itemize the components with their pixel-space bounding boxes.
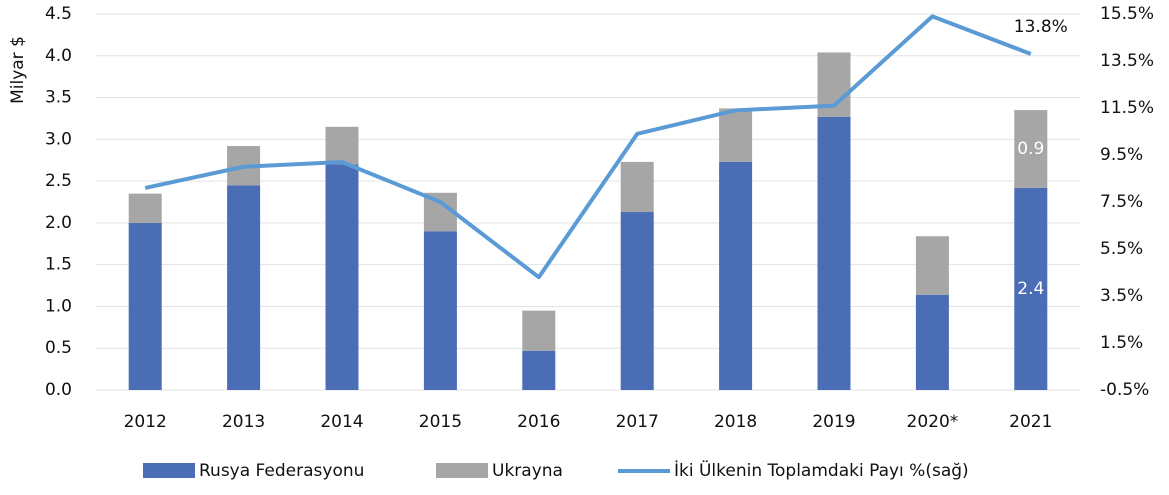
- x-tick-label: 2016: [517, 412, 560, 432]
- y-tick-label: 0.5: [45, 338, 72, 358]
- legend-swatch: [143, 463, 195, 478]
- y-axis-label: Milyar $: [8, 36, 28, 104]
- legend-label: Rusya Federasyonu: [199, 461, 364, 481]
- y-tick-label: 2.5: [45, 171, 72, 191]
- y-tick-label: 2.0: [45, 213, 72, 233]
- x-tick-label: 2019: [812, 412, 855, 432]
- y2-tick-label: 9.5%: [1100, 145, 1143, 165]
- bar-segment: [227, 185, 261, 390]
- bar-segment: [325, 164, 359, 390]
- x-tick-label: 2014: [320, 412, 363, 432]
- bar-segment: [719, 108, 753, 162]
- bar-segment: [1014, 110, 1048, 188]
- bar-segment: [719, 161, 753, 390]
- bar-segment: [128, 222, 162, 390]
- y2-tick-label: 3.5%: [1100, 286, 1143, 306]
- x-tick-label: 2017: [616, 412, 659, 432]
- y2-tick-label: 15.5%: [1100, 4, 1154, 24]
- bar-segment: [522, 310, 556, 351]
- bar-segment: [620, 212, 654, 390]
- x-tick-label: 2018: [714, 412, 757, 432]
- bar-segment: [423, 231, 457, 390]
- bar-segment: [915, 236, 949, 295]
- bar-segment: [325, 126, 359, 165]
- bar-segment: [817, 116, 851, 391]
- y-tick-label: 4.0: [45, 46, 72, 66]
- bar-segment: [128, 193, 162, 223]
- legend-label: Ukrayna: [492, 461, 563, 481]
- bar-segment: [522, 350, 556, 390]
- y2-tick-label: 11.5%: [1100, 98, 1154, 118]
- x-tick-label: 2012: [124, 412, 167, 432]
- data-label: 0.9: [1017, 139, 1044, 159]
- bar-segment: [915, 294, 949, 390]
- y2-tick-label: -0.5%: [1100, 380, 1149, 400]
- y2-tick-label: 1.5%: [1100, 333, 1143, 353]
- bar-segment: [620, 161, 654, 213]
- y-tick-label: 3.5: [45, 88, 72, 108]
- y-tick-label: 4.5: [45, 4, 72, 24]
- x-tick-label: 2021: [1009, 412, 1052, 432]
- legend-swatch: [436, 463, 488, 478]
- y-tick-label: 0.0: [45, 380, 72, 400]
- data-label: 2.4: [1017, 279, 1044, 299]
- y2-tick-label: 13.5%: [1100, 51, 1154, 71]
- x-tick-label: 2013: [222, 412, 265, 432]
- y-tick-label: 1.5: [45, 255, 72, 275]
- data-label: 13.8%: [1014, 17, 1068, 37]
- y2-tick-label: 7.5%: [1100, 192, 1143, 212]
- x-tick-label: 2020*: [907, 412, 959, 432]
- x-tick-label: 2015: [419, 412, 462, 432]
- line: [144, 14, 1032, 280]
- legend-label: İki Ülkenin Toplamdaki Payı %(sağ): [674, 459, 969, 481]
- bar-segment: [1014, 187, 1048, 390]
- y-tick-label: 1.0: [45, 296, 72, 316]
- y2-tick-label: 5.5%: [1100, 239, 1143, 259]
- y-tick-label: 3.0: [45, 129, 72, 149]
